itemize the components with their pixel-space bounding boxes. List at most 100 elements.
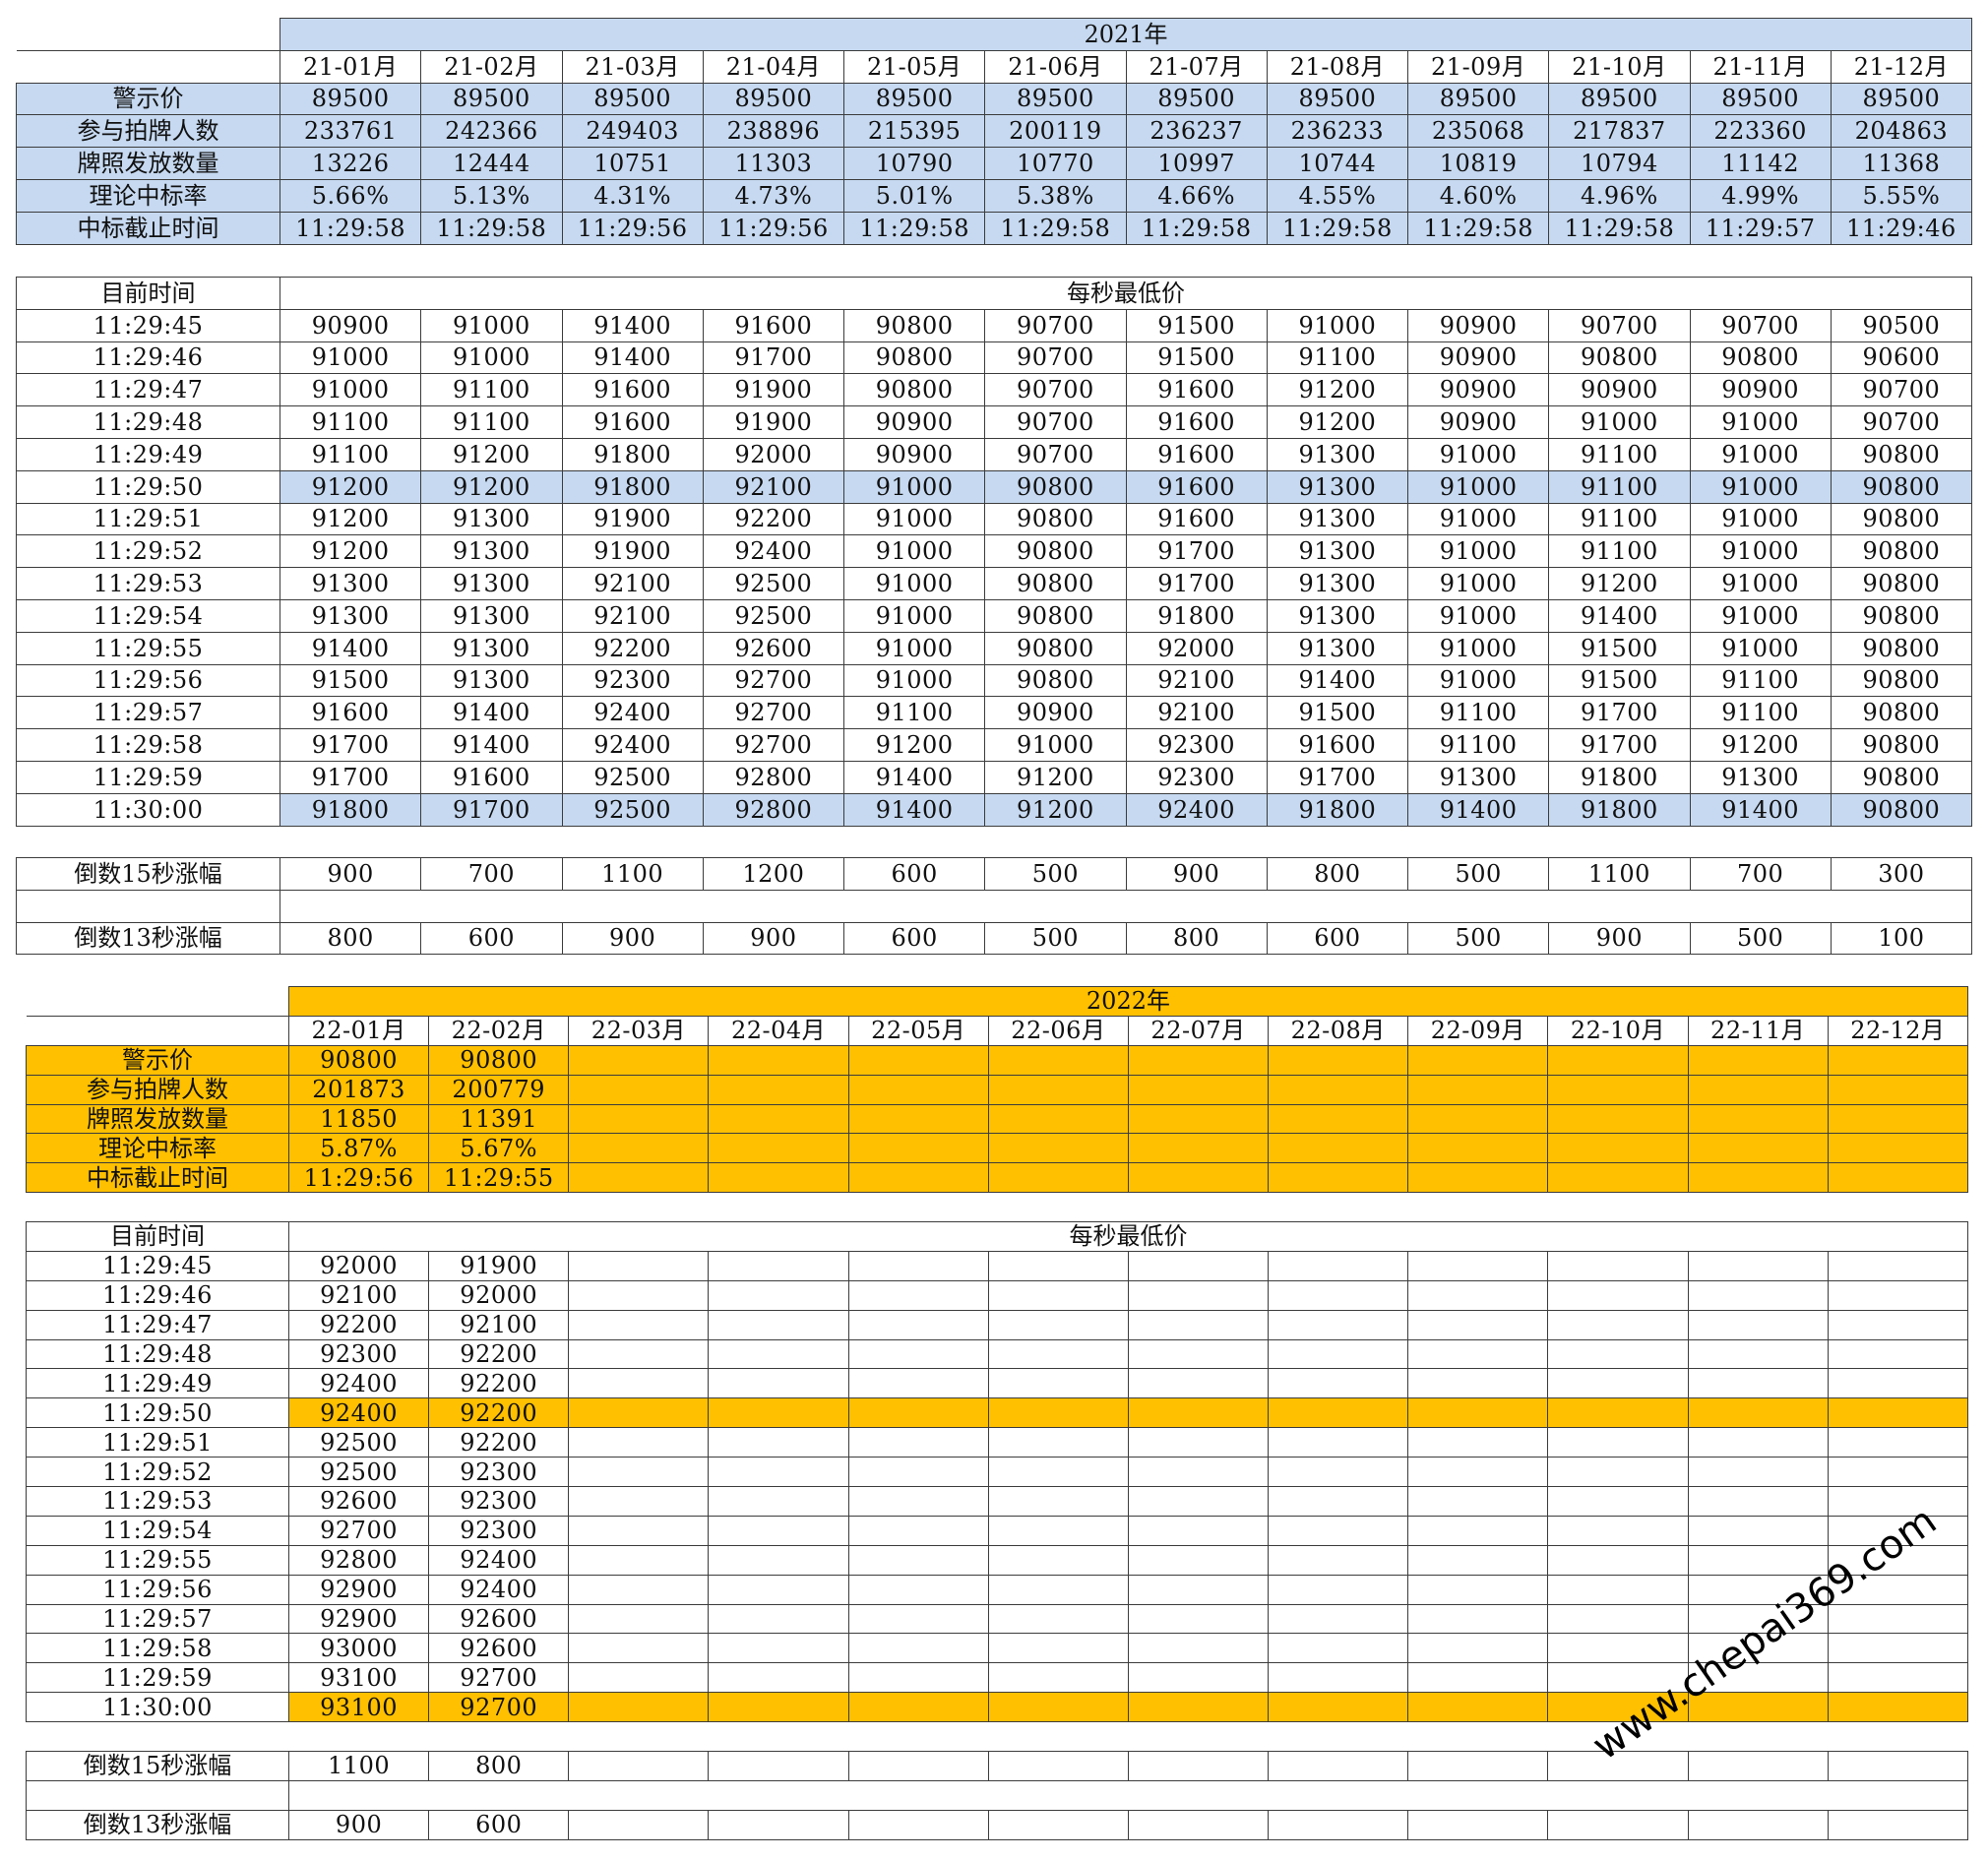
- stat-value: [1268, 1133, 1409, 1164]
- bid-price: [568, 1338, 710, 1370]
- change-value: [987, 1751, 1129, 1781]
- bid-price: 92300: [1125, 728, 1268, 762]
- stat-value: 89500: [1548, 82, 1691, 116]
- stat-row: 警示价 89500 89500 89500 89500 89500 89500 89500 89…: [16, 82, 1973, 116]
- bid-price: [708, 1515, 849, 1546]
- bid-price: [1127, 1397, 1270, 1429]
- stat-value: [1547, 1044, 1689, 1076]
- bid-row: 11:29:51 92500 92200: [26, 1427, 1968, 1458]
- bid-price: [1827, 1633, 1968, 1664]
- bid-price: 92400: [1125, 792, 1268, 827]
- stat-value: [1407, 1103, 1549, 1135]
- bid-price: [987, 1250, 1129, 1281]
- stat-value: 89500: [984, 82, 1127, 116]
- bid-price: [987, 1368, 1129, 1399]
- bid-price: 92400: [428, 1574, 570, 1605]
- bid-price: 91000: [1406, 631, 1550, 665]
- stat-value: 5.01%: [842, 178, 986, 213]
- bid-price: 91700: [1548, 696, 1691, 730]
- bid-price: 91000: [1548, 405, 1691, 439]
- bid-time: 11:29:57: [16, 696, 280, 730]
- stat-value: [568, 1133, 710, 1164]
- bid-price: 90800: [1830, 663, 1973, 698]
- change-value: [1687, 1809, 1829, 1840]
- month-header: 22-04月: [708, 1015, 849, 1046]
- stat-row: 理论中标率 5.87% 5.67%: [26, 1133, 1968, 1164]
- change-row: [26, 1779, 1968, 1811]
- bid-price: [1407, 1338, 1549, 1370]
- change-value: [1268, 1751, 1409, 1781]
- bid-price: 91500: [1125, 341, 1268, 375]
- change-value: 600: [1266, 921, 1409, 956]
- bid-price: 90900: [1406, 373, 1550, 407]
- bid-row: 11:29:55 91400 91300 92200 92600 91000 90800 92…: [16, 631, 1973, 665]
- bid-price: 90700: [1830, 405, 1973, 439]
- month-header: 22-12月: [1827, 1015, 1968, 1046]
- bid-price: 91900: [702, 405, 845, 439]
- month-header: 22-10月: [1547, 1015, 1689, 1046]
- change-value: 1200: [702, 857, 845, 891]
- bid-price: 92500: [702, 598, 845, 633]
- bid-price: [1127, 1574, 1270, 1605]
- bid-price: 91100: [1689, 663, 1832, 698]
- bid-row: 11:29:54 92700 92300: [26, 1515, 1968, 1546]
- stat-value: [987, 1074, 1129, 1105]
- bid-price: 92000: [702, 437, 845, 471]
- bid-row: 11:29:57 92900 92600: [26, 1603, 1968, 1635]
- stat-value: 4.66%: [1125, 178, 1268, 213]
- bid-price: 90800: [984, 598, 1127, 633]
- bid-row: 11:29:50 92400 92200: [26, 1397, 1968, 1429]
- bid-price: [568, 1574, 710, 1605]
- bid-time: 11:29:56: [16, 663, 280, 698]
- bid-row: 11:29:57 91600 91400 92400 92700 91100 90900 92…: [16, 696, 1973, 730]
- bid-time: 11:29:52: [16, 534, 280, 569]
- bid-price: [568, 1486, 710, 1517]
- bid-price: 91300: [279, 598, 422, 633]
- bid-price: 90800: [984, 631, 1127, 665]
- bid-price: [568, 1544, 710, 1576]
- bid-table-2021: 目前时间 每秒最低价 11:29:45 90900 91000 91400 91600 908…: [16, 277, 1973, 827]
- stat-value: 90800: [428, 1044, 570, 1076]
- change-value: [1827, 1809, 1968, 1840]
- bid-price: [1407, 1662, 1549, 1694]
- bid-row: 11:29:45 90900 91000 91400 91600 90800 90700 91…: [16, 308, 1973, 342]
- bid-price: 91000: [1689, 469, 1832, 504]
- bid-price: [1687, 1309, 1829, 1340]
- bid-price: [568, 1309, 710, 1340]
- stat-value: 4.99%: [1689, 178, 1832, 213]
- month-header: 21-02月: [420, 49, 563, 84]
- change-row: 倒数15秒涨幅 900 700 1100 1200 600 500 900 800 500 1100…: [16, 857, 1973, 891]
- bid-price: [1547, 1692, 1689, 1723]
- bid-price: 92100: [561, 598, 704, 633]
- change-value: 800: [279, 921, 422, 956]
- bid-price: 91600: [1125, 405, 1268, 439]
- stat-value: 4.96%: [1548, 178, 1691, 213]
- bid-price: 90800: [1830, 534, 1973, 569]
- stat-label: 中标截止时间: [26, 1162, 289, 1194]
- bid-price: [1407, 1515, 1549, 1546]
- stat-value: 11:29:56: [561, 211, 704, 245]
- bid-price: [847, 1692, 989, 1723]
- bid-price: 91500: [1266, 696, 1409, 730]
- bid-price: [1127, 1338, 1270, 1370]
- bid-price: 91400: [842, 792, 986, 827]
- bid-price: [1127, 1486, 1270, 1517]
- stat-value: 89500: [842, 82, 986, 116]
- bid-price: 91100: [1548, 502, 1691, 536]
- bid-price: [708, 1338, 849, 1370]
- bid-price: 91000: [984, 728, 1127, 762]
- bid-price: 91800: [279, 792, 422, 827]
- bid-price: [847, 1338, 989, 1370]
- bid-price: 91400: [420, 696, 563, 730]
- change-value: [1407, 1751, 1549, 1781]
- bid-price: 91600: [1125, 373, 1268, 407]
- bid-price: [1127, 1368, 1270, 1399]
- stat-value: [1547, 1162, 1689, 1194]
- bid-price: [987, 1338, 1129, 1370]
- bid-price: 91300: [420, 567, 563, 600]
- change-value: [568, 1751, 710, 1781]
- bid-price: 91000: [1406, 469, 1550, 504]
- bid-price: [708, 1279, 849, 1311]
- bid-price: 91000: [842, 534, 986, 569]
- bid-price: [1547, 1574, 1689, 1605]
